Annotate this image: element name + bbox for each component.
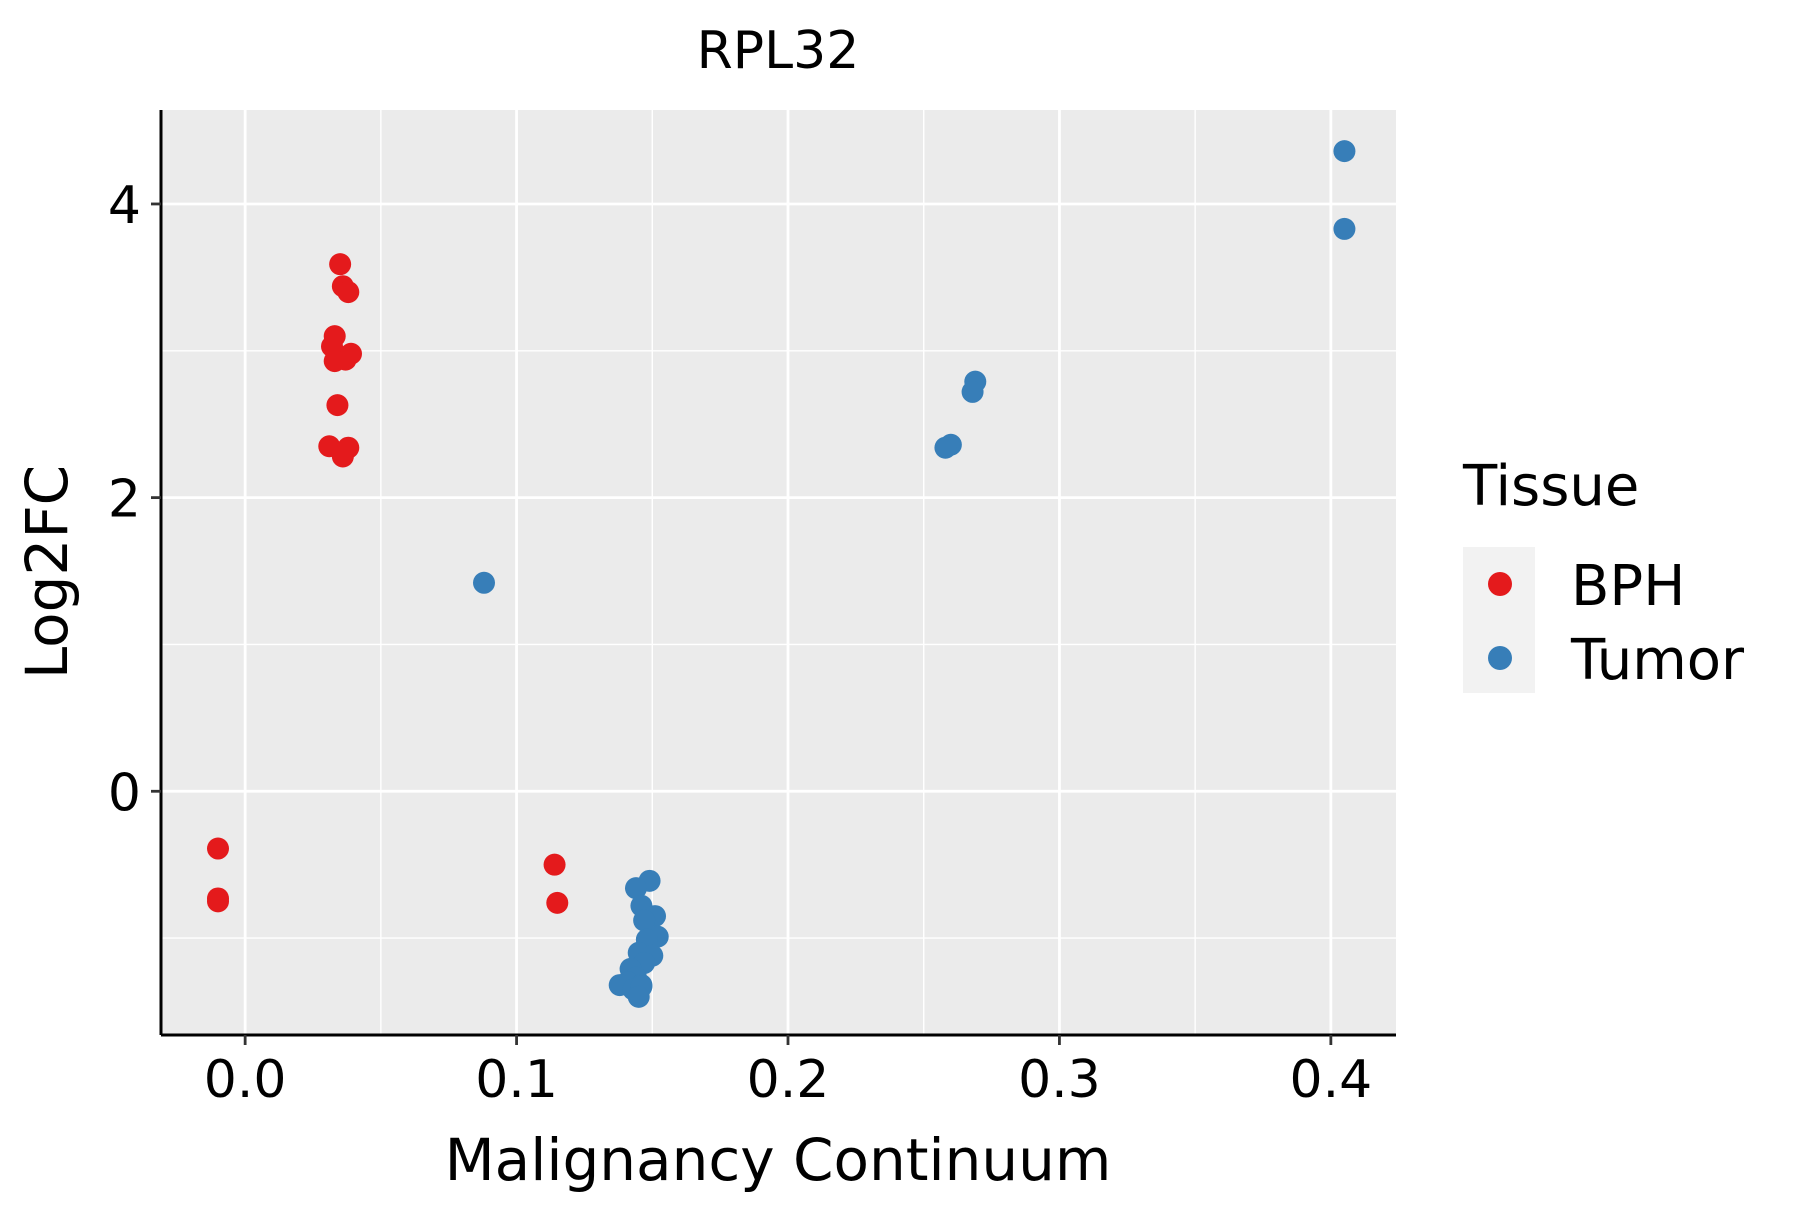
y-tick-label: 0 — [108, 763, 141, 823]
data-points — [207, 140, 1356, 1008]
data-point-bph — [329, 253, 352, 276]
x-tick-label: 0.3 — [1018, 1050, 1101, 1110]
x-tick-label: 0.4 — [1290, 1050, 1373, 1110]
legend-key-background — [1463, 547, 1535, 693]
data-point-bph — [331, 445, 354, 468]
data-point-tumor — [1333, 217, 1356, 240]
legend-title: Tissue — [1462, 454, 1639, 519]
y-tick-label: 4 — [108, 176, 141, 236]
data-point-bph — [323, 350, 346, 373]
data-point-bph — [546, 891, 569, 914]
x-axis-ticks: 0.0 0.1 0.2 0.3 0.4 — [204, 1035, 1372, 1110]
y-axis-ticks: 0 2 4 — [108, 176, 161, 823]
major-gridlines — [161, 110, 1396, 1035]
data-point-bph — [337, 281, 360, 304]
x-tick-label: 0.1 — [475, 1050, 558, 1110]
legend-label-bph: BPH — [1571, 554, 1685, 619]
data-point-tumor — [961, 380, 984, 403]
data-point-bph — [326, 394, 349, 417]
data-point-bph — [207, 890, 229, 913]
data-point-bph — [207, 837, 229, 860]
legend-label-tumor: Tumor — [1570, 628, 1745, 693]
data-point-bph — [543, 853, 566, 876]
legend: Tissue BPH Tumor — [1462, 454, 1745, 693]
x-axis-title: Malignancy Continuum — [445, 1126, 1112, 1194]
y-axis-title: Log2FC — [13, 465, 81, 679]
x-tick-label: 0.2 — [747, 1050, 830, 1110]
data-point-tumor — [627, 985, 650, 1008]
chart-title: RPL32 — [697, 21, 860, 81]
data-point-tumor — [633, 909, 656, 932]
data-point-tumor — [625, 877, 647, 900]
plot-panel — [161, 110, 1396, 1035]
legend-key-tumor — [1488, 646, 1512, 670]
data-point-tumor — [934, 436, 957, 459]
y-tick-label: 2 — [108, 470, 141, 530]
minor-gridlines — [161, 110, 1396, 1035]
data-point-tumor — [473, 571, 495, 594]
legend-key-bph — [1488, 572, 1512, 596]
x-tick-label: 0.0 — [204, 1050, 287, 1110]
data-point-tumor — [1333, 140, 1356, 163]
